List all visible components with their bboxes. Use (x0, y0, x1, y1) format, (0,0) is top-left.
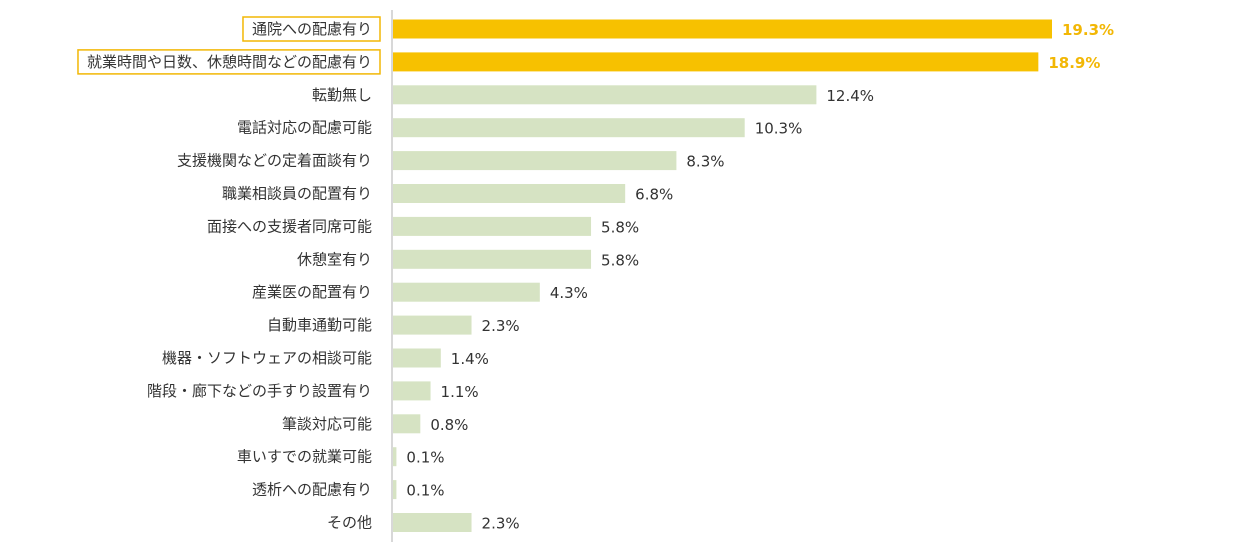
bars-group (393, 19, 1052, 532)
value-label-14: 0.1% (406, 482, 444, 500)
bar-7 (393, 249, 592, 269)
bar-8 (393, 282, 540, 302)
bar-15 (393, 513, 472, 532)
category-label-10: 機器・ソフトウェアの相談可能 (162, 349, 372, 367)
value-label-1: 18.9% (1048, 54, 1100, 72)
category-label-9: 自動車通勤可能 (267, 316, 372, 334)
bar-5 (393, 184, 626, 203)
value-label-13: 0.1% (406, 449, 444, 467)
bar-11 (393, 381, 431, 401)
value-label-3: 10.3% (755, 120, 803, 138)
category-label-2: 転勤無し (312, 86, 372, 104)
bar-12 (393, 414, 421, 434)
bar-4 (393, 151, 677, 171)
highlight-box-1 (77, 49, 381, 75)
category-label-13: 車いすでの就業可能 (237, 448, 372, 466)
value-label-10: 1.4% (451, 350, 489, 368)
bar-6 (393, 216, 592, 236)
value-label-5: 6.8% (635, 186, 673, 204)
category-label-12: 筆談対応可能 (282, 415, 372, 433)
category-label-5: 職業相談員の配置有り (222, 185, 372, 203)
bar-10 (393, 348, 441, 368)
category-label-15: その他 (327, 514, 372, 532)
value-labels-group: 19.3% 18.9% 12.4% 10.3% 8.3% 6.8% 5.8% 5.8% 4.3%… (406, 21, 1114, 533)
value-label-7: 5.8% (601, 251, 639, 269)
value-label-12: 0.8% (430, 416, 468, 434)
value-label-6: 5.8% (601, 218, 639, 236)
value-label-11: 1.1% (441, 383, 479, 401)
category-label-6: 面接への支援者同席可能 (207, 217, 372, 235)
value-label-15: 2.3% (482, 515, 520, 533)
value-label-0: 19.3% (1062, 21, 1114, 39)
bar-0 (393, 19, 1052, 39)
bar-3 (393, 118, 745, 138)
category-labels-group: 通院への配慮有り就業時間や日数、休憩時間などの配慮有り転勤無し電話対応の配慮可能… (77, 16, 381, 532)
bar-14 (393, 480, 397, 500)
value-label-9: 2.3% (482, 317, 520, 335)
value-label-4: 8.3% (686, 153, 724, 171)
category-label-8: 産業医の配置有り (252, 283, 372, 301)
highlight-box-0 (242, 16, 381, 42)
bar-9 (393, 315, 472, 335)
category-label-0: 通院への配慮有り (252, 20, 372, 38)
category-label-3: 電話対応の配慮可能 (237, 119, 372, 137)
category-label-14: 透析への配慮有り (252, 481, 372, 499)
bar-1 (393, 52, 1039, 72)
value-label-2: 12.4% (826, 87, 874, 105)
category-label-4: 支援機関などの定着面談有り (177, 152, 372, 170)
bar-2 (393, 85, 817, 105)
value-label-8: 4.3% (550, 284, 588, 302)
category-label-11: 階段・廊下などの手すり設置有り (147, 382, 372, 400)
category-label-7: 休憩室有り (297, 250, 372, 268)
bar-13 (393, 447, 397, 467)
category-label-1: 就業時間や日数、休憩時間などの配慮有り (87, 53, 372, 71)
